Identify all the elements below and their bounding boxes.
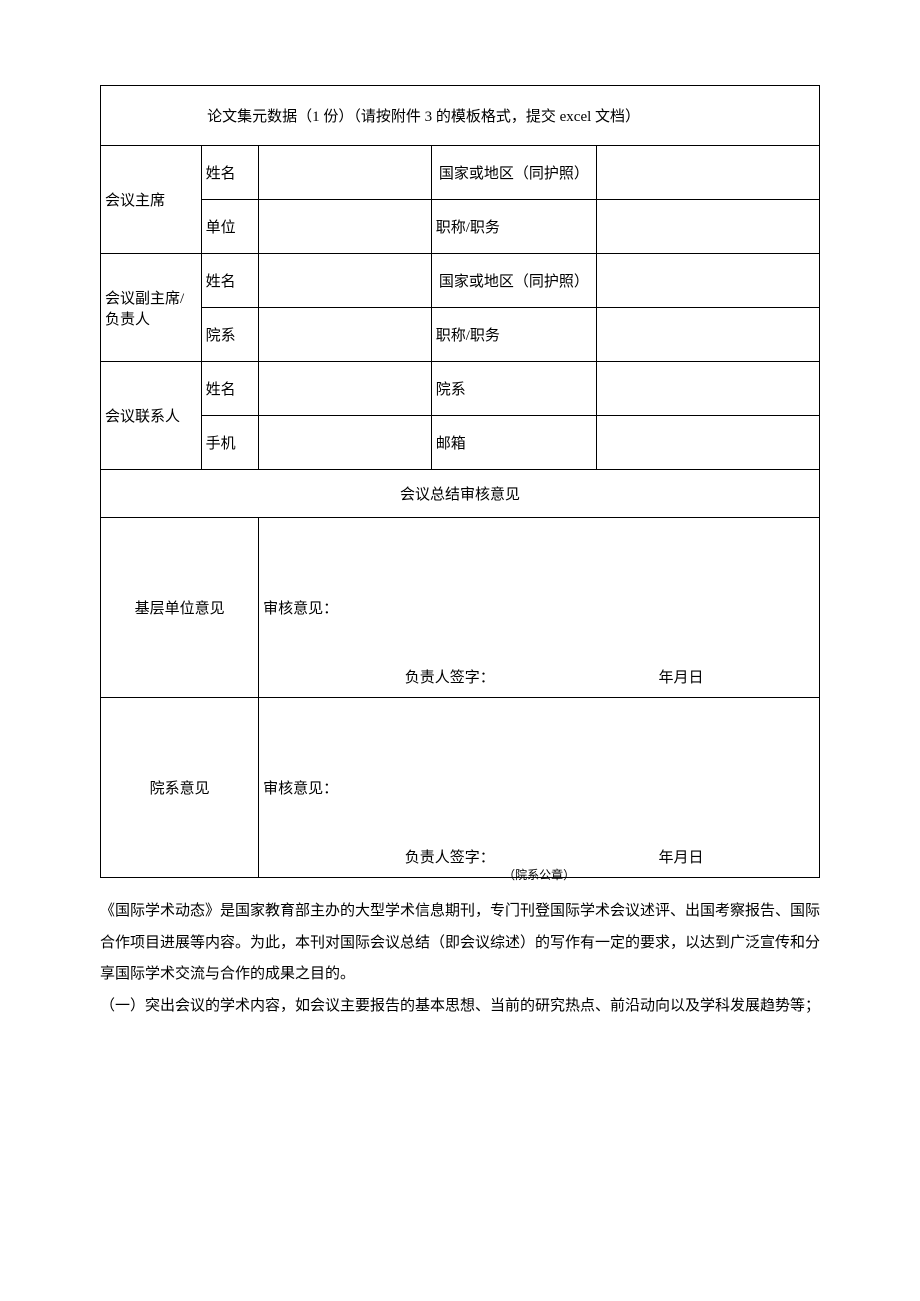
vicechair-dept-value xyxy=(259,308,432,362)
chair-row-1: 会议主席 姓名 国家或地区（同护照） xyxy=(101,146,820,200)
dept-opinion-top: 审核意见： xyxy=(263,777,815,798)
chair-row-2: 单位 职称/职务 xyxy=(101,200,820,254)
dept-opinion-body: 审核意见： 负责人签字： 年月日 （院系公章） xyxy=(259,698,820,878)
dept-opinion-row: 院系意见 审核意见： 负责人签字： 年月日 （院系公章） xyxy=(101,698,820,878)
contact-email-label: 邮箱 xyxy=(431,416,596,470)
chair-country-value xyxy=(597,146,820,200)
vicechair-name-value xyxy=(259,254,432,308)
contact-row-2: 手机 邮箱 xyxy=(101,416,820,470)
contact-name-value xyxy=(259,362,432,416)
header-row: 论文集元数据（1 份）（请按附件 3 的模板格式，提交 excel 文档） xyxy=(101,86,820,146)
contact-phone-value xyxy=(259,416,432,470)
vicechair-dept-label: 院系 xyxy=(201,308,259,362)
vicechair-country-label: 国家或地区（同护照） xyxy=(431,254,596,308)
chair-name-label: 姓名 xyxy=(201,146,259,200)
chair-country-label: 国家或地区（同护照） xyxy=(431,146,596,200)
body-text: 《国际学术动态》是国家教育部主办的大型学术信息期刊，专门刊登国际学术会议述评、出… xyxy=(100,896,820,1022)
contact-email-value xyxy=(597,416,820,470)
chair-name-value xyxy=(259,146,432,200)
vicechair-name-label: 姓名 xyxy=(201,254,259,308)
base-opinion-label: 基层单位意见 xyxy=(101,518,259,698)
base-opinion-top: 审核意见： xyxy=(263,597,815,618)
vicechair-row-1: 会议副主席/负责人 姓名 国家或地区（同护照） xyxy=(101,254,820,308)
base-opinion-sig-line: 负责人签字： 年月日 xyxy=(259,666,819,687)
chair-label: 会议主席 xyxy=(101,146,202,254)
contact-dept-value xyxy=(597,362,820,416)
chair-title-value xyxy=(597,200,820,254)
base-opinion-row: 基层单位意见 审核意见： 负责人签字： 年月日 xyxy=(101,518,820,698)
vicechair-country-value xyxy=(597,254,820,308)
vicechair-title-label: 职称/职务 xyxy=(431,308,596,362)
header-blank-cell xyxy=(101,86,202,146)
base-opinion-body: 审核意见： 负责人签字： 年月日 xyxy=(259,518,820,698)
chair-unit-label: 单位 xyxy=(201,200,259,254)
chair-unit-value xyxy=(259,200,432,254)
header-text-cell: 论文集元数据（1 份）（请按附件 3 的模板格式，提交 excel 文档） xyxy=(201,86,819,146)
vicechair-title-value xyxy=(597,308,820,362)
contact-phone-label: 手机 xyxy=(201,416,259,470)
dept-opinion-sig-line: 负责人签字： 年月日 xyxy=(259,846,819,867)
base-opinion-date: 年月日 xyxy=(658,666,703,687)
base-opinion-sig: 负责人签字： xyxy=(405,666,495,687)
contact-dept-label: 院系 xyxy=(431,362,596,416)
vicechair-row-2: 院系 职称/职务 xyxy=(101,308,820,362)
review-title: 会议总结审核意见 xyxy=(101,470,820,518)
review-title-row: 会议总结审核意见 xyxy=(101,470,820,518)
header-text: 论文集元数据（1 份）（请按附件 3 的模板格式，提交 excel 文档） xyxy=(207,109,640,125)
vicechair-label: 会议副主席/负责人 xyxy=(101,254,202,362)
dept-opinion-date: 年月日 xyxy=(658,846,703,867)
chair-title-label: 职称/职务 xyxy=(431,200,596,254)
dept-opinion-sig: 负责人签字： xyxy=(405,846,495,867)
contact-row-1: 会议联系人 姓名 院系 xyxy=(101,362,820,416)
form-table: 论文集元数据（1 份）（请按附件 3 的模板格式，提交 excel 文档） 会议… xyxy=(100,85,820,878)
contact-label: 会议联系人 xyxy=(101,362,202,470)
item-1: （一）突出会议的学术内容，如会议主要报告的基本思想、当前的研究热点、前沿动向以及… xyxy=(100,991,820,1023)
paragraph-1: 《国际学术动态》是国家教育部主办的大型学术信息期刊，专门刊登国际学术会议述评、出… xyxy=(100,896,820,991)
contact-name-label: 姓名 xyxy=(201,362,259,416)
dept-opinion-label: 院系意见 xyxy=(101,698,259,878)
dept-opinion-note: （院系公章） xyxy=(259,866,819,883)
